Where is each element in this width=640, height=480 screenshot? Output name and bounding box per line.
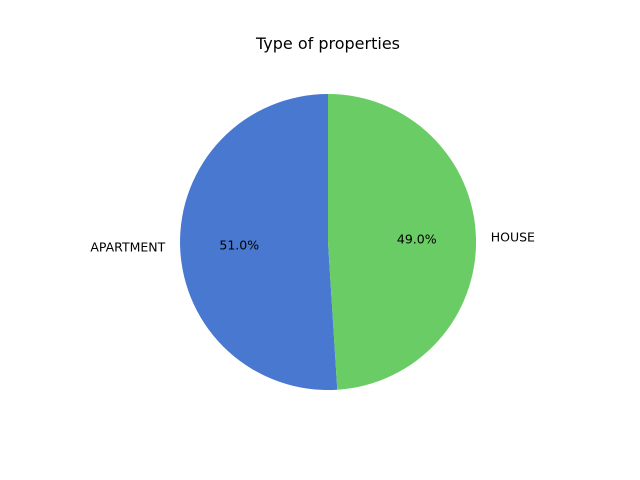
slice-label-apartment: APARTMENT <box>90 240 165 255</box>
pie-slice-house <box>328 94 477 390</box>
pie-labels: APARTMENT 51.0% HOUSE 49.0% <box>90 229 535 254</box>
percent-label-apartment: 51.0% <box>219 237 259 252</box>
pie-slice-apartment <box>180 94 338 391</box>
slice-label-house: HOUSE <box>491 229 535 244</box>
chart-title: Type of properties <box>255 34 400 53</box>
pie-slices <box>180 94 477 391</box>
percent-label-house: 49.0% <box>397 232 437 247</box>
